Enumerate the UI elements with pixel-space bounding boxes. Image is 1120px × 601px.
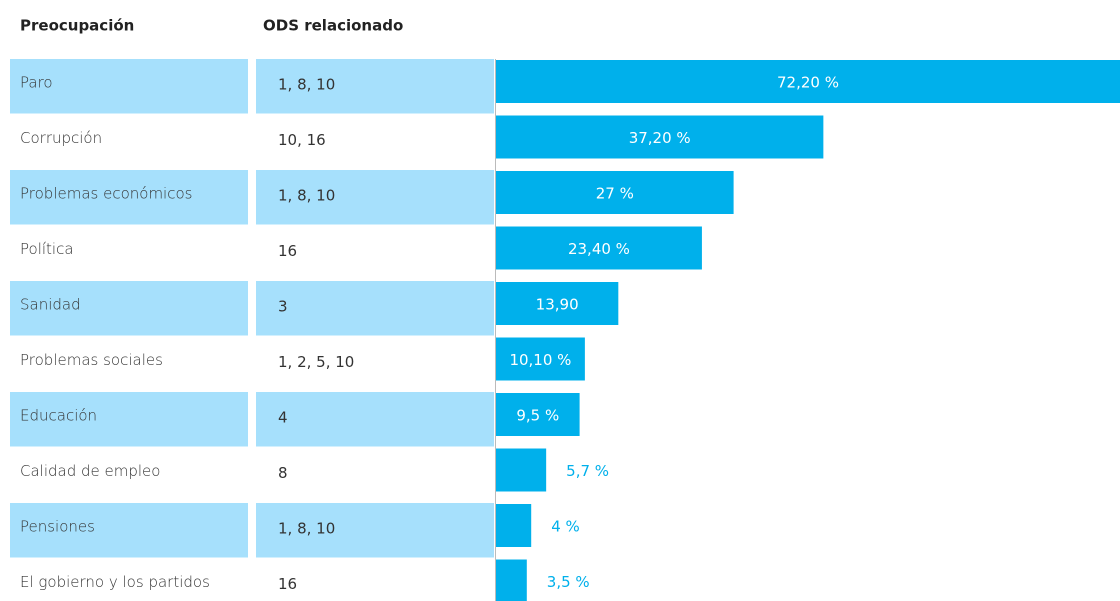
row-band [256, 503, 494, 558]
bar [496, 171, 734, 214]
row-band [256, 59, 494, 114]
category-label: Problemas sociales [20, 351, 163, 369]
category-label: Sanidad [20, 295, 81, 313]
category-label: Educación [20, 406, 97, 424]
bar [496, 393, 580, 436]
ods-label: 1, 8, 10 [278, 75, 335, 93]
value-label: 13,90 [536, 296, 579, 314]
ods-label: 8 [278, 464, 288, 482]
category-label: Calidad de empleo [20, 462, 160, 480]
ods-label: 1, 8, 10 [278, 186, 335, 204]
ods-label: 3 [278, 297, 288, 315]
value-label: 27 % [596, 185, 634, 203]
bar [496, 226, 702, 270]
category-label: Paro [20, 73, 53, 91]
row-band [10, 392, 248, 447]
ods-label: 16 [278, 575, 297, 593]
category-label: Corrupción [20, 129, 102, 147]
category-label: Pensiones [20, 517, 95, 535]
bar [496, 337, 585, 381]
bar [496, 504, 532, 547]
row-band [256, 170, 494, 225]
ods-label: 1, 8, 10 [278, 519, 335, 537]
value-label: 5,7 % [566, 462, 609, 480]
ods-label: 1, 2, 5, 10 [278, 353, 354, 371]
header: ODS relacionado [263, 17, 403, 35]
category-label: Problemas económicos [20, 184, 192, 202]
row-band [256, 281, 494, 336]
row-band [10, 59, 248, 114]
bar [496, 448, 547, 492]
bar [496, 60, 1120, 103]
category-label: Política [20, 240, 74, 258]
bar [496, 559, 527, 601]
row-band [10, 281, 248, 336]
category-label: El gobierno y los partidos [20, 573, 210, 591]
value-label: 23,40 % [568, 240, 630, 258]
row-band [256, 392, 494, 447]
row-band [10, 170, 248, 225]
bar [496, 282, 619, 325]
value-label: 37,20 % [629, 129, 691, 147]
value-label: 9,5 % [516, 407, 559, 425]
value-label: 4 % [551, 518, 580, 536]
ods-label: 10, 16 [278, 131, 326, 149]
header: Preocupación [20, 17, 134, 35]
value-label: 3,5 % [547, 573, 590, 591]
row-band [10, 503, 248, 558]
ods-label: 16 [278, 242, 297, 260]
value-label: 10,10 % [509, 351, 571, 369]
value-label: 72,20 % [777, 74, 839, 92]
bar [496, 115, 824, 159]
ods-label: 4 [278, 408, 288, 426]
